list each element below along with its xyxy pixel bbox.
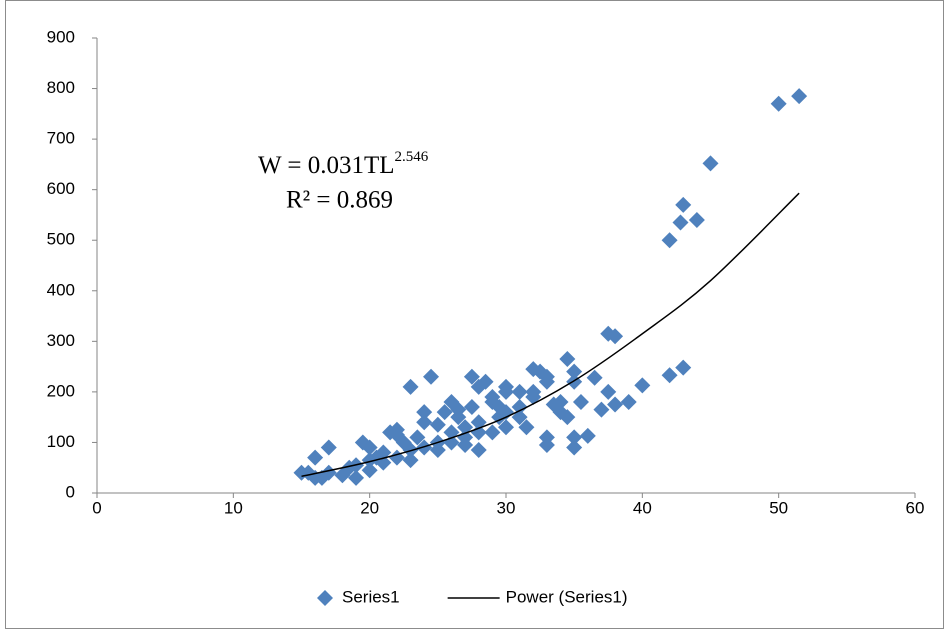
- point: [532, 363, 549, 380]
- point: [586, 369, 603, 386]
- legend-label: Series1: [342, 587, 400, 606]
- point: [443, 434, 460, 451]
- chart-frame: [5, 0, 944, 629]
- r-squared: R² = 0.869: [286, 187, 393, 214]
- y-tick-label: 500: [47, 230, 75, 249]
- point: [470, 424, 487, 441]
- y-tick-label: 200: [47, 381, 75, 400]
- point: [470, 378, 487, 395]
- point: [409, 429, 426, 446]
- equation-text: W = 0.031TL: [258, 152, 395, 179]
- point: [436, 404, 453, 421]
- point: [293, 464, 310, 481]
- equation-exponent: 2.546: [395, 149, 429, 165]
- point: [600, 383, 617, 400]
- point: [484, 424, 501, 441]
- point: [470, 442, 487, 459]
- point: [491, 399, 508, 416]
- y-tick-label: 700: [47, 129, 75, 148]
- point: [402, 378, 419, 395]
- trendline: [301, 192, 800, 478]
- point: [511, 383, 528, 400]
- point: [579, 427, 596, 444]
- point: [770, 95, 787, 112]
- point: [463, 399, 480, 416]
- point: [429, 442, 446, 459]
- point: [661, 232, 678, 249]
- point: [354, 434, 371, 451]
- point: [450, 401, 467, 418]
- point: [688, 212, 705, 228]
- y-tick-label: 300: [47, 331, 75, 350]
- x-tick-label: 30: [497, 498, 516, 517]
- equation: W = 0.031TL2.546: [258, 149, 429, 178]
- point: [607, 328, 624, 345]
- point: [313, 469, 330, 486]
- point: [463, 368, 480, 385]
- y-tick-label: 600: [47, 179, 75, 198]
- point: [348, 469, 365, 486]
- point: [791, 88, 808, 105]
- point: [457, 429, 474, 446]
- point: [416, 404, 433, 421]
- point: [388, 426, 405, 443]
- point: [538, 373, 555, 390]
- legend-label: Power (Series1): [506, 587, 628, 606]
- y-tick-label: 900: [47, 27, 75, 46]
- point: [634, 377, 651, 394]
- point: [307, 449, 324, 466]
- point: [566, 363, 583, 380]
- point: [361, 462, 378, 479]
- x-tick-label: 20: [360, 498, 379, 517]
- point: [675, 359, 692, 376]
- point: [416, 414, 433, 431]
- y-tick-label: 800: [47, 78, 75, 97]
- point: [518, 419, 535, 436]
- point: [423, 368, 440, 385]
- point: [620, 394, 637, 410]
- point: [402, 452, 419, 469]
- x-tick-label: 0: [92, 498, 101, 517]
- point: [566, 429, 583, 446]
- x-tick-label: 60: [906, 498, 925, 517]
- legend-marker: [317, 590, 333, 606]
- x-tick-label: 10: [224, 498, 243, 517]
- point: [511, 399, 528, 416]
- point: [607, 396, 624, 413]
- point: [525, 383, 542, 400]
- point: [559, 351, 576, 368]
- point: [538, 429, 555, 446]
- point: [572, 394, 589, 410]
- point: [566, 439, 583, 456]
- point: [498, 419, 514, 436]
- y-tick-label: 0: [66, 482, 75, 501]
- point: [661, 367, 678, 384]
- point: [702, 155, 719, 172]
- y-tick-label: 400: [47, 280, 75, 299]
- point: [552, 394, 569, 410]
- point: [675, 196, 692, 213]
- point: [593, 401, 610, 418]
- point: [429, 416, 446, 433]
- point: [484, 388, 501, 405]
- y-tick-label: 100: [47, 432, 75, 451]
- point: [672, 214, 689, 231]
- x-tick-label: 50: [769, 498, 788, 517]
- x-tick-label: 40: [633, 498, 652, 517]
- point: [498, 383, 514, 400]
- point: [320, 439, 337, 456]
